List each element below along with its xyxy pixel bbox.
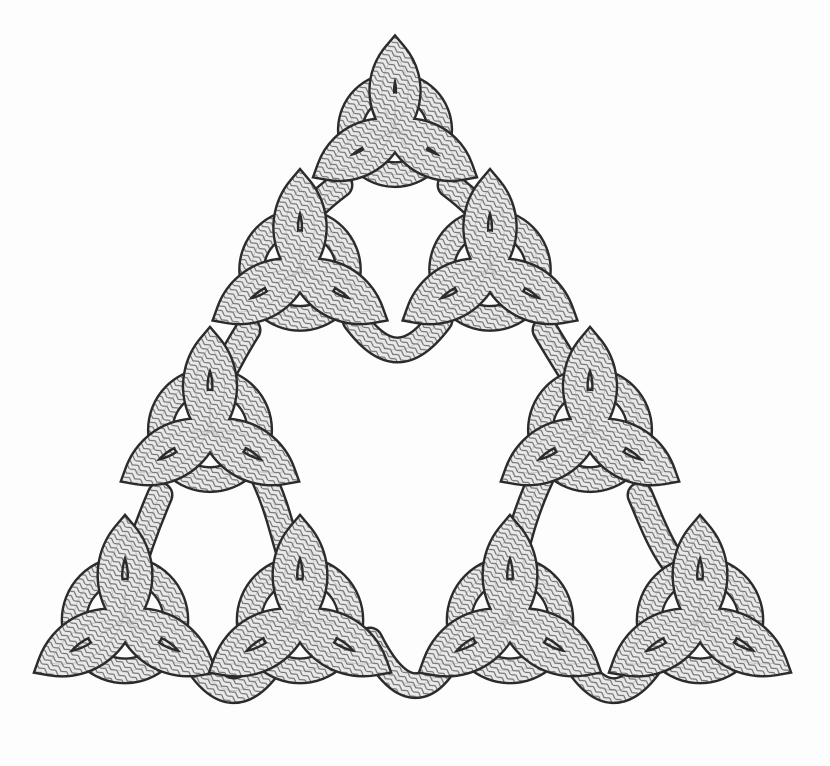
- triquetra-loops: [49, 533, 201, 665]
- triquetra-loops: [122, 328, 298, 484]
- triquetra-loops: [404, 170, 576, 323]
- connecting-rope: [344, 309, 451, 361]
- triquetra-loops: [35, 516, 215, 676]
- triquetra-loops: [314, 37, 476, 180]
- sierpinski-knot: [32, 33, 793, 705]
- triquetra-loops: [610, 516, 790, 676]
- triquetra-loops: [136, 345, 284, 474]
- triquetra-loops: [516, 345, 664, 474]
- connecting-rope: [354, 319, 441, 351]
- triquetra-loops: [434, 533, 586, 665]
- triquetra-loops: [224, 533, 376, 665]
- triquetra-loops: [214, 170, 386, 323]
- triquetra-loops: [210, 516, 390, 676]
- triquetra-loops: [624, 533, 776, 665]
- triquetra-loops: [228, 187, 372, 313]
- triquetra-loops: [328, 53, 462, 170]
- triquetra-loops: [420, 516, 600, 676]
- triquetra-loops: [418, 187, 562, 313]
- triquetra-loops: [502, 328, 678, 484]
